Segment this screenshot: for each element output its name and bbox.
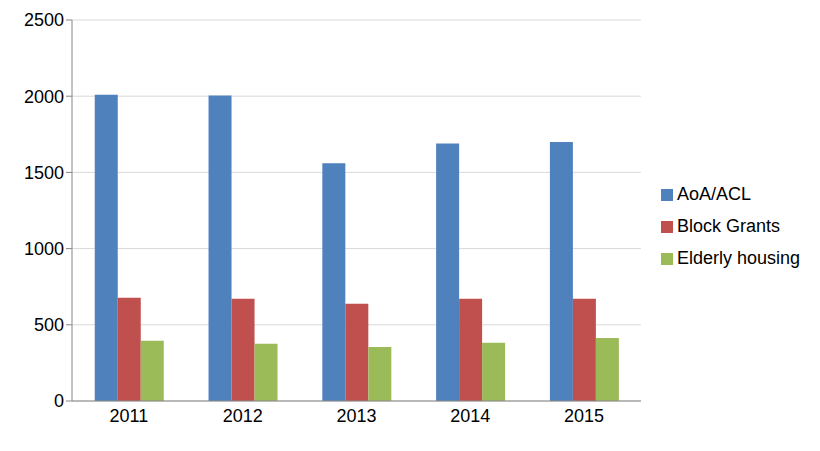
svg-text:2015: 2015 [564,406,604,426]
svg-text:2012: 2012 [223,406,263,426]
svg-text:2000: 2000 [24,87,64,107]
svg-text:2011: 2011 [110,406,149,426]
svg-text:1500: 1500 [24,163,64,183]
svg-text:2014: 2014 [450,406,490,426]
svg-text:2013: 2013 [336,406,376,426]
html-text:AoA/ACL: AoA/ACL [676,183,751,204]
html-text:Elderly housing: Elderly housing [676,247,800,268]
svg-text:1000: 1000 [24,239,64,259]
svg-text:2500: 2500 [24,10,64,30]
svg-text:0: 0 [54,391,64,411]
svg-text:500: 500 [34,315,64,335]
html-text:Block Grants: Block Grants [676,215,780,236]
